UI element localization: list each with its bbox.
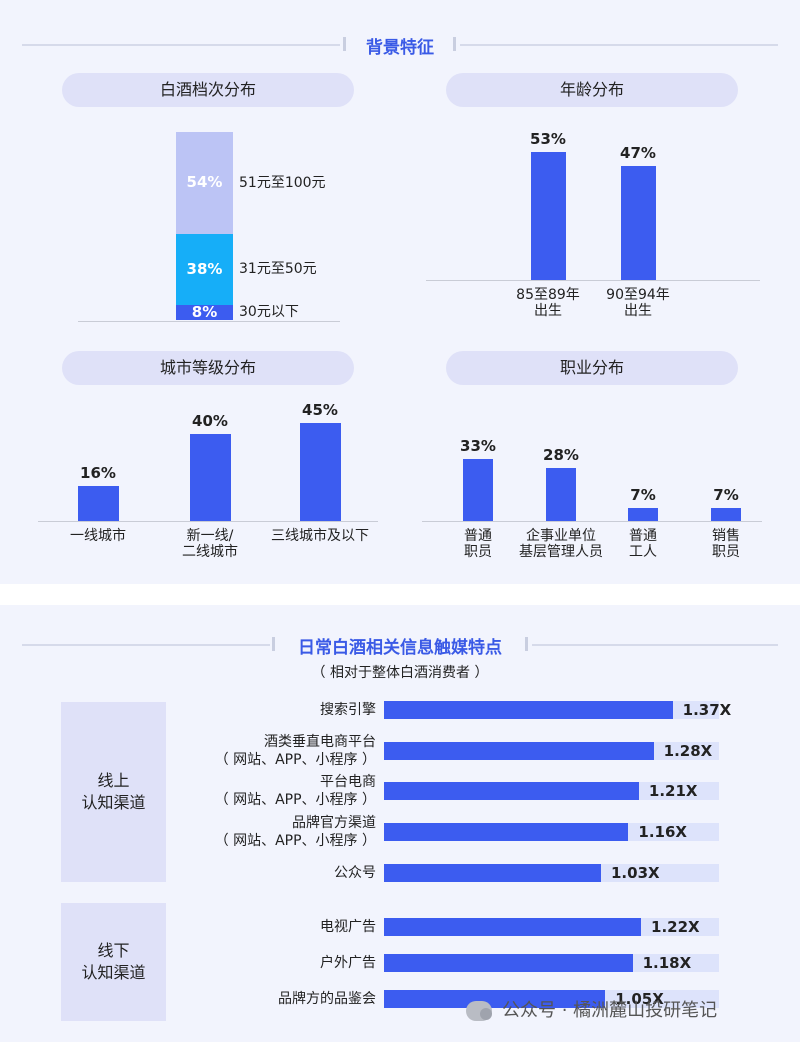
wechat-icon — [466, 1001, 492, 1021]
channel-label: 公众号 — [334, 865, 376, 881]
bar-value-label: 45% — [302, 401, 338, 419]
background-features-panel: 背景特征 白酒档次分布 年龄分布 城市等级分布 职业分布 8% 30元以下 38% 3… — [0, 0, 800, 584]
title-tick-right — [453, 37, 456, 51]
section-title-media: 日常白酒相关信息触媒特点 — [298, 638, 502, 658]
grade-segment-label: 30元以下 — [239, 304, 299, 321]
bar — [620, 166, 656, 280]
pill-city-distribution: 城市等级分布 — [62, 351, 354, 385]
pill-grade-distribution: 白酒档次分布 — [62, 73, 354, 107]
channel-label: 品牌方的品鉴会 — [278, 991, 376, 1007]
bar — [189, 433, 231, 521]
bar — [77, 486, 119, 521]
bar — [530, 152, 566, 280]
watermark-text: 公众号 · 橘洲麓山投研笔记 — [502, 1000, 718, 1021]
channel-bar — [384, 864, 601, 882]
bar-value-label: 33% — [460, 437, 496, 455]
title2-rule-right — [532, 644, 778, 646]
channel-value-label: 1.03X — [611, 864, 660, 882]
bar-value-label: 7% — [630, 485, 656, 504]
title-rule-right — [460, 44, 778, 46]
section-title-background: 背景特征 — [366, 38, 434, 58]
bar-value-label: 53% — [530, 130, 566, 148]
title2-tick-right — [525, 637, 528, 651]
grade-baseline — [78, 321, 340, 322]
bar — [711, 507, 741, 521]
bar — [299, 423, 341, 521]
bar-category-label: 企事业单位 基层管理人员 — [519, 528, 603, 560]
channel-value-label: 1.22X — [651, 918, 700, 936]
channel-label: 平台电商（ 网站、APP、小程序 ） — [214, 774, 376, 808]
grade-segment-label: 51元至100元 — [239, 174, 326, 191]
bar — [546, 468, 576, 521]
bar-category-label: 普通 职员 — [464, 528, 492, 560]
channel-value-label: 1.21X — [648, 782, 698, 800]
bar-value-label: 16% — [80, 464, 116, 483]
grade-segment: 54% — [176, 132, 233, 234]
channel-bar — [384, 990, 606, 1008]
grade-segment: 8% — [176, 304, 233, 320]
bar-category-label: 普通 工人 — [629, 528, 657, 560]
channel-value-label: 1.18X — [642, 954, 692, 972]
channel-label: 搜索引擎 — [320, 702, 376, 718]
bar-baseline — [426, 280, 760, 281]
bar-category-label: 一线城市 — [70, 528, 126, 544]
channel-bar — [384, 918, 642, 936]
bar-category-label: 新一线/二线城市 — [182, 528, 238, 560]
bar-category-label: 销售 职员 — [712, 528, 740, 560]
channel-value-label: 1.05X — [615, 990, 664, 1008]
channel-bar — [384, 782, 639, 800]
channel-value-label: 1.28X — [663, 742, 713, 760]
bar-value-label: 47% — [620, 144, 656, 163]
bar-value-label: 40% — [192, 411, 228, 430]
bar-value-label: 7% — [713, 485, 739, 504]
pill-age-distribution: 年龄分布 — [446, 73, 738, 107]
channel-label: 电视广告 — [320, 919, 376, 935]
bar — [628, 507, 658, 521]
bar-baseline — [38, 521, 378, 522]
channel-value-label: 1.37X — [682, 701, 732, 719]
title-tick-left — [343, 37, 346, 51]
channel-value-label: 1.16X — [638, 823, 687, 841]
channel-label: 户外广告 — [320, 955, 376, 971]
channel-bar — [384, 954, 633, 972]
channel-group-box: 线上 认知渠道 — [61, 702, 166, 882]
channel-bar — [384, 701, 673, 719]
title2-rule-left — [22, 644, 270, 646]
grade-segment-label: 31元至50元 — [239, 261, 317, 278]
grade-segment: 38% — [176, 233, 233, 305]
watermark: 公众号 · 橘洲麓山投研笔记 — [466, 996, 717, 1022]
pill-occupation-distribution: 职业分布 — [446, 351, 738, 385]
channel-group-box: 线下 认知渠道 — [61, 903, 166, 1021]
bar-value-label: 28% — [543, 446, 579, 465]
section-subtitle-media: （ 相对于整体白酒消费者 ） — [311, 665, 489, 681]
bar-baseline — [422, 521, 762, 522]
channel-bar — [384, 742, 654, 760]
title-rule-left — [22, 44, 340, 46]
channel-label: 品牌官方渠道（ 网站、APP、小程序 ） — [214, 815, 376, 849]
title2-tick-left — [272, 637, 275, 651]
bar-category-label: 85至89年 出生 — [516, 287, 580, 319]
bar-category-label: 90至94年 出生 — [606, 287, 670, 319]
channel-bar — [384, 823, 629, 841]
bar — [463, 459, 493, 521]
channel-label: 酒类垂直电商平台（ 网站、APP、小程序 ） — [214, 734, 376, 768]
bar-category-label: 三线城市及以下 — [271, 528, 369, 544]
